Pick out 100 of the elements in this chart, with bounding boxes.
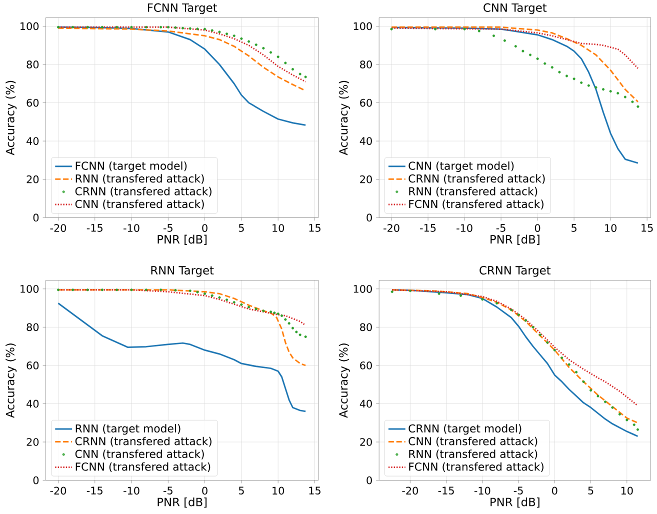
point [210,29,214,32]
line-series [57,26,306,126]
point [582,380,585,383]
point [174,26,177,29]
y-axis-title: Accuracy (%) [6,80,17,156]
point [262,46,265,50]
point [463,28,466,30]
legend-label: FCNN (transfered attack) [409,200,544,210]
y-tick-label: 0 [33,214,39,222]
chart-title: CRNN Target [480,266,551,277]
y-tick-label: 100 [354,284,372,293]
point [609,90,612,93]
x-axis-title: PNR [dB] [158,234,207,245]
x-tick-label: -5 [163,224,172,232]
point [438,292,440,295]
point [291,68,294,71]
y-axis-title: Accuracy (%) [338,80,350,156]
point [565,74,568,78]
point [56,26,60,28]
legend-label: RNN (transfered attack) [409,450,538,460]
y-tick-label: 80 [26,323,39,332]
x-tick-label: -20 [384,224,400,232]
point [232,34,236,38]
point [528,54,532,56]
x-tick-label: -15 [420,224,436,232]
point [269,310,272,314]
y-tick-label: 60 [26,361,39,370]
x-tick-label: 15 [642,224,653,232]
point [86,26,89,28]
point [304,335,307,338]
point [616,92,620,94]
point [478,30,480,32]
point [632,423,636,426]
point [196,290,199,294]
point [636,428,640,431]
x-tick-label: 10 [621,486,633,495]
x-tick-label: 0 [202,486,208,495]
point [538,333,542,336]
x-tick-label: 15 [309,486,320,494]
point [72,288,74,292]
point [611,406,614,409]
point [408,289,412,292]
x-tick-label: 0 [202,224,208,232]
point [631,100,634,104]
point [116,288,118,292]
point [524,319,528,322]
point [298,72,302,76]
point [218,296,221,299]
x-tick-label: -20 [402,486,418,495]
y-tick-label: 20 [26,175,39,184]
point [100,288,104,292]
point [553,348,556,352]
x-axis-title: PNR [dB] [490,234,540,245]
point [86,288,89,292]
x-tick-label: -10 [124,224,140,232]
point [503,39,506,42]
x-tick-label: 5 [238,486,244,494]
point [558,70,561,74]
x-tick-label: -5 [163,486,172,494]
y-tick-label: 0 [366,214,372,222]
legend-label: CNN (transfered attack) [75,450,204,460]
point [166,26,170,28]
y-tick-label: 40 [26,137,39,145]
x-tick-label: 0 [534,224,540,232]
point [262,310,265,312]
y-tick-label: 20 [360,438,372,446]
point [304,76,307,78]
point [604,400,607,404]
point [210,294,214,297]
x-tick-label: 0 [552,486,558,495]
point [254,308,258,310]
point [254,43,258,46]
x-tick-label: -5 [514,486,523,494]
point [580,81,583,84]
x-tick-label: -20 [50,224,66,232]
point [517,313,520,316]
point [56,288,60,292]
point [636,105,640,108]
point [602,88,605,91]
point [587,84,590,87]
point [510,308,513,312]
point [116,26,118,28]
point [218,30,221,34]
point [624,96,626,98]
point [560,356,564,360]
y-tick-label: 20 [26,438,39,446]
point [546,341,549,344]
x-tick-label: 5 [572,224,576,232]
chart-title: RNN Target [151,266,214,277]
x-tick-label: -10 [124,486,140,495]
point [196,28,199,30]
point [160,26,162,28]
point [174,288,177,292]
point [514,44,517,48]
point [298,333,302,336]
point [204,28,206,30]
legend-label: RNN (transfered attack) [76,174,204,184]
point [496,302,498,304]
chart-title: FCNN Target [148,3,218,14]
y-tick-label: 100 [20,22,39,30]
